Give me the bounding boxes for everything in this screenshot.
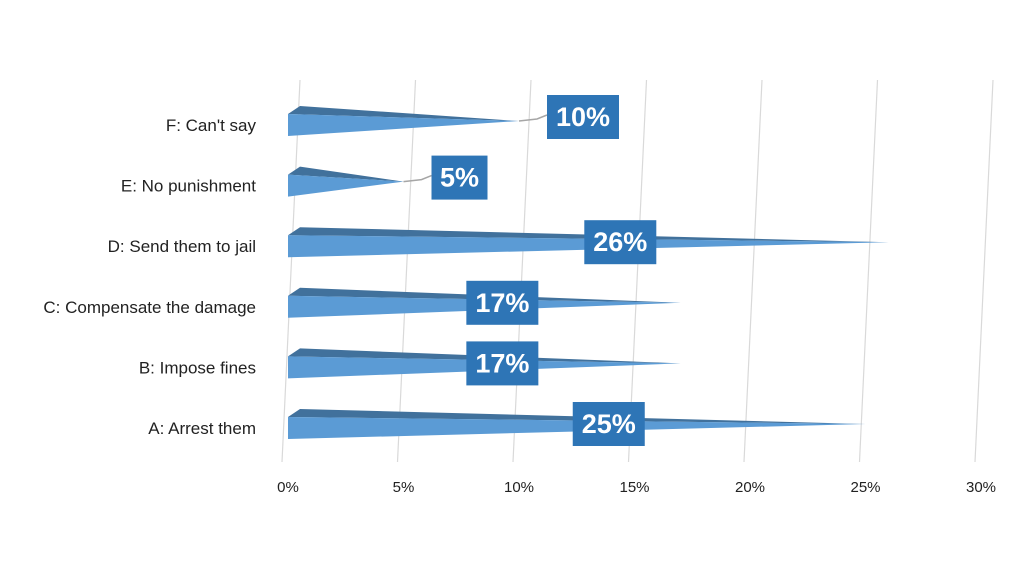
data-label-box: [466, 341, 539, 386]
x-tick-label: 20%: [735, 479, 765, 496]
data-label-box: [466, 280, 539, 325]
gridline-25: [858, 79, 879, 463]
data-label-text: 17%: [475, 348, 529, 378]
data-label-box: [584, 220, 657, 265]
data-label-text: 17%: [475, 288, 529, 318]
category-label: F: Can't say: [166, 116, 257, 135]
data-label: 26%: [584, 220, 657, 265]
data-label-box: [572, 402, 645, 446]
category-labels: A: Arrest them B: Impose fines C: Compensa…: [43, 116, 256, 438]
data-labels: 25% 17% 17% 26% 5% 10%: [403, 95, 657, 446]
data-label: 17%: [466, 280, 539, 325]
x-tick-label: 0%: [277, 479, 299, 496]
bar: [288, 106, 519, 136]
x-tick-label: 30%: [966, 479, 996, 496]
bars: [288, 106, 889, 439]
bar-front-face: [288, 114, 519, 136]
data-label: 10%: [547, 95, 619, 139]
gridlines: [281, 79, 994, 463]
bar-top-face: [288, 106, 519, 121]
gridline-0: [281, 79, 301, 463]
gridline-15: [627, 79, 648, 463]
gridline-5: [396, 79, 417, 463]
data-label-box: [547, 95, 619, 139]
data-label: 17%: [466, 341, 539, 386]
data-label: 25%: [572, 402, 645, 446]
gridline-20: [743, 79, 763, 463]
x-tick-label: 15%: [619, 479, 649, 496]
leader-line: [518, 114, 548, 122]
category-label: A: Arrest them: [148, 419, 256, 438]
x-tick-label: 25%: [850, 479, 880, 496]
x-axis-ticks: 0% 5% 10% 15% 20% 25% 30%: [277, 479, 996, 496]
category-label: D: Send them to jail: [108, 237, 256, 256]
data-label-text: 25%: [582, 409, 636, 439]
bar: [288, 166, 404, 197]
data-label-box: [431, 155, 488, 200]
category-label: E: No punishment: [121, 177, 256, 196]
leader-line: [403, 174, 432, 183]
x-tick-label: 10%: [504, 479, 534, 496]
gridline-10: [512, 79, 532, 463]
data-label: 5%: [431, 155, 488, 200]
data-label-text: 26%: [593, 227, 647, 257]
category-label: C: Compensate the damage: [43, 298, 256, 317]
bar-front-face: [288, 174, 404, 197]
data-label-text: 5%: [440, 163, 479, 193]
bar-top-face: [288, 166, 404, 182]
x-tick-label: 5%: [393, 479, 415, 496]
data-label-text: 10%: [556, 102, 610, 132]
gridline-30: [974, 79, 994, 463]
category-label: B: Impose fines: [139, 358, 256, 377]
